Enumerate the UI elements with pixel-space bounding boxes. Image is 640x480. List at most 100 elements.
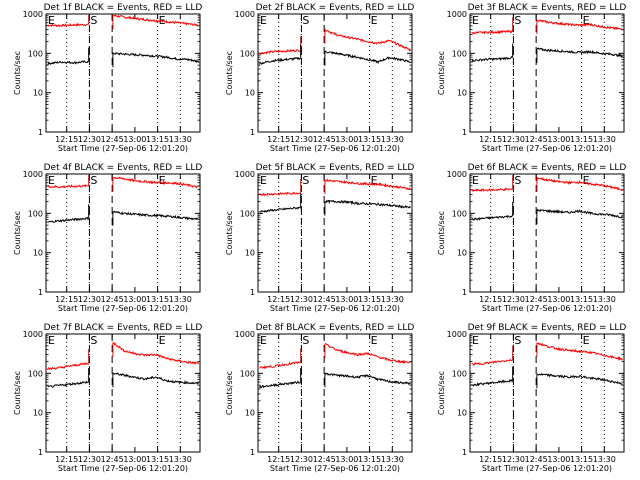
- y-tick-label: 1: [38, 448, 43, 457]
- x-tick-label: 12:30: [502, 295, 525, 304]
- x-axis-label: Start Time (27-Sep-06 12:01:20): [482, 464, 612, 473]
- x-tick-label: 12:15: [267, 135, 290, 144]
- end-marker-label: E: [260, 174, 267, 187]
- events-series-line: [112, 372, 199, 386]
- x-tick-label: 12:45: [525, 295, 548, 304]
- x-tick-label: 13:15: [146, 135, 169, 144]
- x-axis-label: Start Time (27-Sep-06 12:01:20): [58, 464, 188, 473]
- x-tick-label: 13:30: [381, 455, 404, 464]
- y-tick-label: 1000: [235, 330, 255, 339]
- plot-frame: [45, 173, 201, 293]
- y-tick-label: 100: [28, 369, 43, 378]
- events-series-line: [536, 47, 623, 58]
- events-series-line: [324, 50, 411, 65]
- x-tick-label: 13:00: [547, 455, 570, 464]
- plot-frame: [469, 13, 625, 133]
- lld-series-line: [536, 19, 623, 31]
- chart-title: Det 4f BLACK = Events, RED = LLD: [44, 163, 203, 173]
- x-tick-label: 13:00: [123, 135, 146, 144]
- y-axis-label: Counts/sec: [225, 371, 234, 415]
- events-series-line: [536, 208, 623, 219]
- y-tick-label: 1: [38, 128, 43, 137]
- x-tick-label: 12:15: [267, 455, 290, 464]
- y-tick-label: 1: [250, 288, 255, 297]
- y-tick-label: 10: [245, 409, 255, 418]
- y-tick-label: 100: [28, 49, 43, 58]
- end-marker-label: E: [583, 334, 590, 347]
- events-series-line: [112, 51, 199, 63]
- events-series-line: [112, 210, 199, 221]
- end-marker-label: E: [48, 334, 55, 347]
- x-tick-label: 12:15: [55, 455, 78, 464]
- x-tick-label: 13:30: [593, 295, 616, 304]
- y-tick-label: 10: [457, 89, 467, 98]
- chart-panel-6: Det 6f BLACK = Events, RED = LLD 1 10 100 10…: [437, 163, 626, 313]
- x-tick-label: 12:15: [479, 455, 502, 464]
- y-tick-label: 10: [33, 249, 43, 258]
- plot-frame: [257, 13, 413, 133]
- lld-series-line: [259, 48, 301, 55]
- x-tick-label: 12:45: [525, 455, 548, 464]
- x-tick-label: 12:30: [502, 135, 525, 144]
- start-marker-label: S: [302, 174, 309, 187]
- y-axis-label: Counts/sec: [13, 371, 22, 415]
- lld-series-line: [259, 361, 301, 370]
- x-tick-label: 13:15: [358, 135, 381, 144]
- y-tick-label: 100: [240, 209, 255, 218]
- y-tick-label: 1: [462, 128, 467, 137]
- end-marker-label: E: [371, 334, 378, 347]
- x-tick-label: 12:30: [290, 455, 313, 464]
- x-tick-label: 12:15: [479, 135, 502, 144]
- y-axis-label: Counts/sec: [13, 211, 22, 255]
- x-axis-label: Start Time (27-Sep-06 12:01:20): [270, 304, 400, 313]
- events-series-line: [324, 199, 411, 209]
- y-tick-label: 10: [33, 89, 43, 98]
- y-tick-label: 1000: [23, 330, 43, 339]
- start-marker-label: S: [514, 174, 521, 187]
- x-tick-label: 13:30: [169, 295, 192, 304]
- end-marker-label: E: [48, 14, 55, 27]
- x-tick-label: 13:30: [169, 135, 192, 144]
- x-tick-label: 12:30: [502, 455, 525, 464]
- start-marker-label: S: [514, 334, 521, 347]
- x-tick-label: 12:30: [78, 455, 101, 464]
- end-marker-label: E: [472, 334, 479, 347]
- chart-panel-4: Det 4f BLACK = Events, RED = LLD 1 10 100 10…: [13, 163, 202, 313]
- x-tick-label: 12:45: [101, 455, 124, 464]
- y-tick-label: 1000: [23, 10, 43, 19]
- x-tick-label: 13:30: [593, 455, 616, 464]
- x-tick-label: 13:30: [593, 135, 616, 144]
- chart-title: Det 6f BLACK = Events, RED = LLD: [468, 163, 627, 173]
- chart-panel-7: Det 7f BLACK = Events, RED = LLD 1 10 100 10…: [13, 323, 202, 473]
- x-tick-label: 12:45: [313, 295, 336, 304]
- chart-panel-1: Det 1f BLACK = Events, RED = LLD 1 10 100 10…: [13, 3, 202, 153]
- x-axis-label: Start Time (27-Sep-06 12:01:20): [482, 144, 612, 153]
- lld-series-line: [471, 29, 514, 35]
- y-tick-label: 1000: [447, 330, 467, 339]
- chart-title: Det 5f BLACK = Events, RED = LLD: [256, 163, 415, 173]
- chart-title: Det 8f BLACK = Events, RED = LLD: [256, 323, 415, 333]
- end-marker-label: E: [583, 174, 590, 187]
- x-tick-label: 12:15: [479, 295, 502, 304]
- x-tick-label: 13:30: [381, 295, 404, 304]
- x-axis-label: Start Time (27-Sep-06 12:01:20): [270, 464, 400, 473]
- y-tick-label: 1000: [447, 10, 467, 19]
- start-marker-label: S: [90, 14, 97, 27]
- x-tick-label: 13:15: [570, 295, 593, 304]
- lld-series-line: [112, 14, 199, 27]
- end-marker-label: E: [371, 174, 378, 187]
- x-tick-label: 13:15: [358, 455, 381, 464]
- y-tick-label: 100: [240, 369, 255, 378]
- x-tick-label: 13:00: [547, 135, 570, 144]
- plot-frame: [45, 13, 201, 133]
- y-tick-label: 100: [452, 49, 467, 58]
- lld-series-line: [324, 28, 411, 52]
- events-series-line: [259, 56, 301, 65]
- plot-frame: [45, 333, 201, 453]
- y-tick-label: 100: [240, 49, 255, 58]
- x-tick-label: 12:30: [78, 295, 101, 304]
- y-tick-label: 1: [250, 128, 255, 137]
- x-tick-label: 13:15: [570, 135, 593, 144]
- start-marker-label: S: [302, 334, 309, 347]
